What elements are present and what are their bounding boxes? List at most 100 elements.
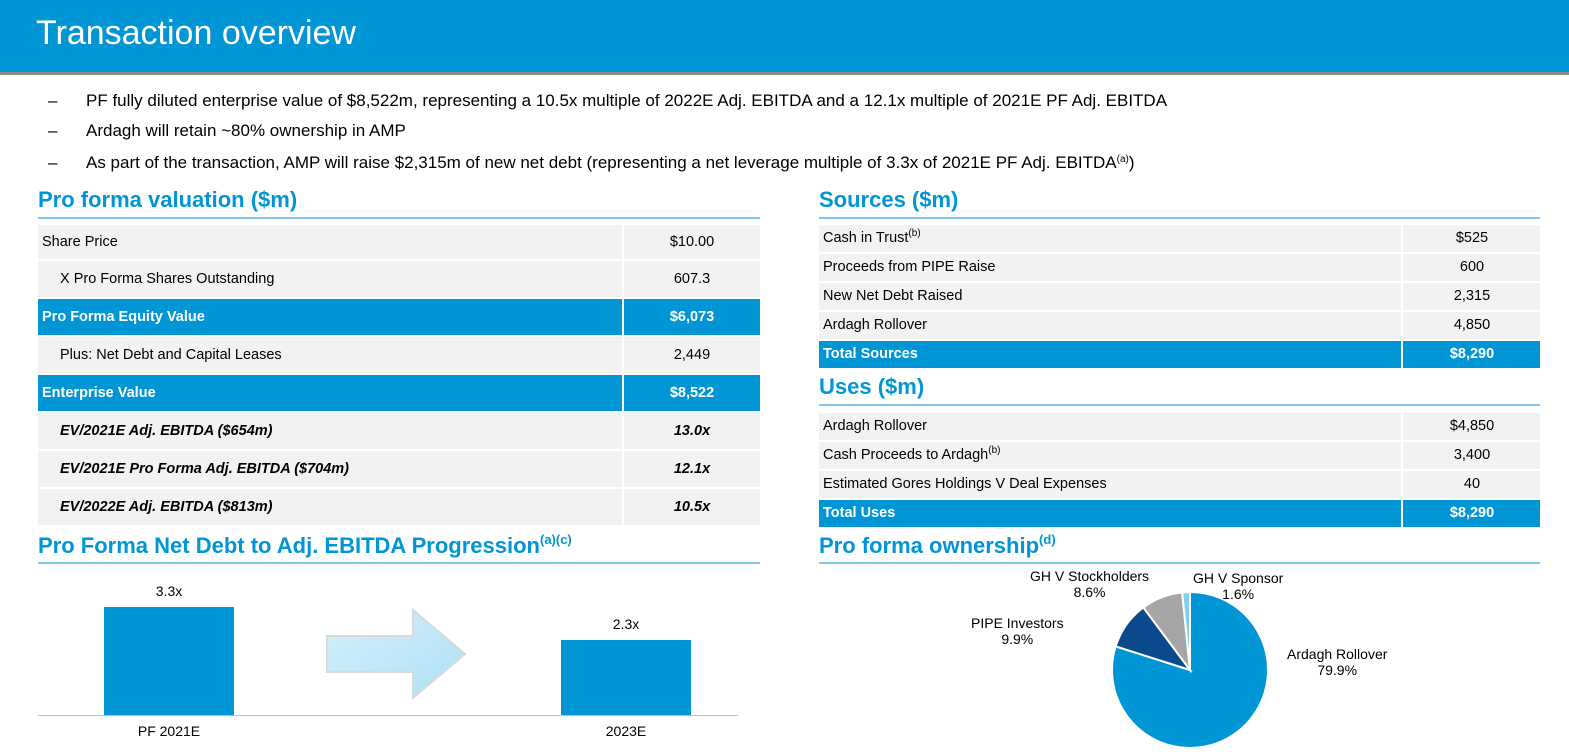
section-rule — [819, 217, 1540, 219]
row-label: Enterprise Value — [42, 385, 156, 401]
table-row: Ardagh Rollover $4,850 — [819, 413, 1540, 440]
bar-pf-2021e — [104, 607, 234, 715]
bullet-text: PF fully diluted enterprise value of $8,… — [86, 91, 1168, 110]
table-row: EV/2022E Adj. EBITDA ($813m) 10.5x — [38, 489, 760, 525]
bar-value-label: 2.3x — [612, 615, 640, 632]
row-label: Plus: Net Debt and Capital Leases — [60, 347, 282, 363]
row-value: 607.3 — [673, 271, 711, 287]
row-label: X Pro Forma Shares Outstanding — [60, 271, 275, 287]
leverage-title: Pro Forma Net Debt to Adj. EBITDA Progre… — [38, 532, 572, 558]
column-divider — [1401, 341, 1403, 368]
bullet-item: – PF fully diluted enterprise value of $8… — [48, 91, 1167, 111]
row-label: Pro Forma Equity Value — [42, 309, 205, 325]
table-row: Ardagh Rollover 4,850 — [819, 312, 1540, 339]
row-label: Cash in Trust(b) — [823, 228, 921, 247]
row-value: 600 — [1459, 259, 1485, 275]
slice-label-gh-v-stockholders: GH V Stockholders 8.6% — [1030, 568, 1150, 600]
row-label: EV/2021E Adj. EBITDA ($654m) — [60, 423, 273, 439]
footnote-ref: (d) — [1039, 532, 1056, 547]
bar-value-label: 3.3x — [155, 583, 183, 599]
table-row: Total Uses $8,290 — [819, 500, 1540, 527]
row-value: 3,400 — [1453, 447, 1491, 463]
table-row: Enterprise Value $8,522 — [38, 375, 760, 411]
row-value: $8,290 — [1449, 505, 1495, 521]
table-row: Total Sources $8,290 — [819, 341, 1540, 368]
bullet-item: – As part of the transaction, AMP will ra… — [48, 153, 1135, 173]
column-divider — [1401, 500, 1403, 527]
slice-label-gh-v-sponsor: GH V Sponsor 1.6% — [1193, 570, 1284, 602]
column-divider — [622, 299, 624, 335]
column-divider — [622, 375, 624, 411]
bullet-dash: – — [48, 153, 58, 172]
ownership-title: Pro forma ownership(d) — [819, 532, 1056, 558]
row-label: Ardagh Rollover — [823, 418, 927, 434]
bullet-dash: – — [48, 91, 58, 110]
table-row: EV/2021E Pro Forma Adj. EBITDA ($704m) 1… — [38, 451, 760, 487]
header-bar — [0, 0, 1569, 72]
valuation-title: Pro forma valuation ($m) — [38, 187, 298, 212]
row-label: Proceeds from PIPE Raise — [823, 259, 996, 275]
page-title: Transaction overview — [36, 14, 356, 52]
slice-label-pipe-investors: PIPE Investors 9.9% — [971, 615, 1064, 647]
row-value: 13.0x — [673, 423, 711, 439]
row-value: 40 — [1463, 476, 1481, 492]
row-label: EV/2021E Pro Forma Adj. EBITDA ($704m) — [60, 461, 350, 477]
row-label: Share Price — [42, 234, 118, 250]
column-divider — [1401, 413, 1403, 440]
column-divider — [622, 337, 624, 373]
row-label: Ardagh Rollover — [823, 317, 927, 333]
bullet-text-end: ) — [1128, 153, 1135, 172]
section-rule — [38, 217, 760, 219]
column-divider — [622, 413, 624, 449]
table-row: Proceeds from PIPE Raise 600 — [819, 254, 1540, 281]
row-label: EV/2022E Adj. EBITDA ($813m) — [60, 499, 273, 515]
row-value: 4,850 — [1453, 317, 1491, 333]
table-row: Estimated Gores Holdings V Deal Expenses… — [819, 471, 1540, 498]
table-row: New Net Debt Raised 2,315 — [819, 283, 1540, 310]
row-value: 12.1x — [673, 461, 711, 477]
row-value: $10.00 — [669, 234, 715, 250]
bullet-dash: – — [48, 121, 58, 140]
bullet-item: – Ardagh will retain ~80% ownership in AM… — [48, 121, 406, 141]
row-label: Total Uses — [823, 505, 896, 521]
bullet-text: Ardagh will retain ~80% ownership in AMP — [86, 121, 406, 140]
table-row: Share Price $10.00 — [38, 225, 760, 259]
row-value: $6,073 — [669, 309, 715, 325]
table-row: Pro Forma Equity Value $6,073 — [38, 299, 760, 335]
row-value: 2,449 — [673, 347, 711, 363]
section-rule — [819, 404, 1540, 406]
column-divider — [1401, 312, 1403, 339]
table-row: X Pro Forma Shares Outstanding 607.3 — [38, 261, 760, 297]
sources-title: Sources ($m) — [819, 187, 959, 212]
category-label: PF 2021E — [137, 723, 201, 739]
column-divider — [1401, 471, 1403, 498]
column-divider — [1401, 283, 1403, 310]
column-divider — [1401, 254, 1403, 281]
footnote-ref: (a)(c) — [539, 532, 572, 547]
row-value: $4,850 — [1449, 418, 1495, 434]
column-divider — [1401, 442, 1403, 469]
progression-arrow-icon — [326, 607, 467, 701]
column-divider — [622, 225, 624, 259]
table-row: Plus: Net Debt and Capital Leases 2,449 — [38, 337, 760, 373]
table-row: Cash in Trust(b) $525 — [819, 225, 1540, 252]
category-label: 2023E — [605, 723, 647, 739]
section-rule — [38, 562, 760, 564]
bar-2023e — [561, 639, 691, 715]
column-divider — [622, 489, 624, 525]
row-label: Estimated Gores Holdings V Deal Expenses — [823, 476, 1107, 492]
x-axis — [38, 715, 738, 716]
bullet-text: As part of the transaction, AMP will rai… — [86, 153, 1117, 172]
uses-title: Uses ($m) — [819, 374, 925, 399]
row-label: Total Sources — [823, 346, 918, 362]
row-value: $8,522 — [669, 385, 715, 401]
row-value: $8,290 — [1449, 346, 1495, 362]
section-rule — [819, 562, 1540, 564]
slice-label-ardagh-rollover: Ardagh Rollover 79.9% — [1287, 646, 1388, 678]
row-value: $525 — [1455, 230, 1489, 246]
row-label: New Net Debt Raised — [823, 288, 963, 304]
footnote-ref: (b) — [988, 445, 1001, 456]
row-value: 2,315 — [1453, 288, 1491, 304]
table-row: Cash Proceeds to Ardagh(b) 3,400 — [819, 442, 1540, 469]
ownership-pie-chart — [1111, 590, 1269, 749]
